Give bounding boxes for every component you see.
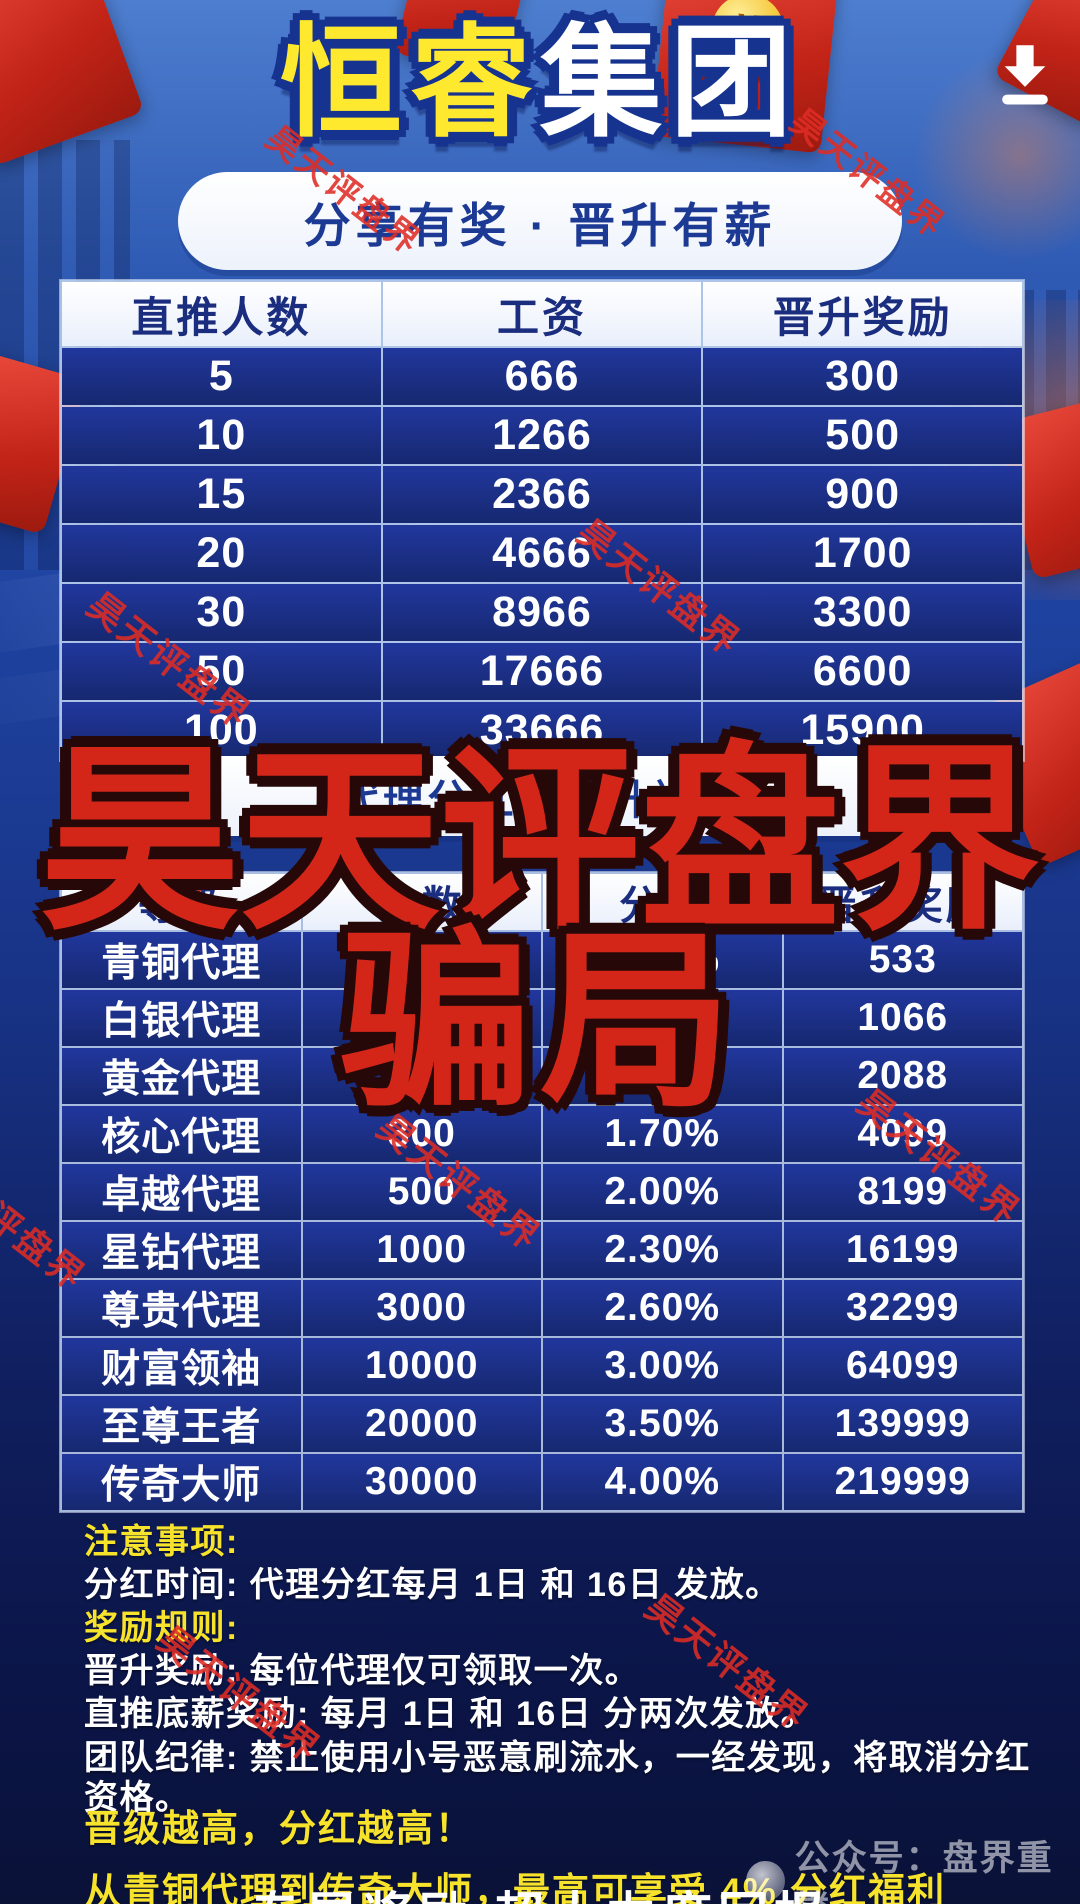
table-cell: 139999	[783, 1396, 1022, 1452]
note-line: 注意事项:	[84, 1523, 239, 1561]
table-cell: 2.30%	[543, 1222, 782, 1278]
title-part1: 恒睿	[280, 15, 540, 151]
table-cell: 500	[703, 407, 1022, 464]
note-line: 团队纪律: 禁止使用小号恶意刷流水，一经发现，将取消分红资格。	[84, 1738, 1031, 1817]
table-cell: 4.00%	[543, 1454, 782, 1510]
table-cell: 900	[703, 466, 1022, 523]
agent-dividend-table: 等级 人数 分红 晋升奖励 青铜代理 10 0.80% 533 白银代理 50 1.10% 1…	[60, 872, 1024, 1512]
table-cell: 2088	[783, 1048, 1022, 1104]
table-cell: 1.70%	[543, 1106, 782, 1162]
note-line: 奖励规则:	[84, 1609, 239, 1648]
table-cell: 100	[62, 702, 381, 759]
table-cell: 3.00%	[543, 1338, 782, 1394]
highlight-line: 晋级越高，分红越高！	[84, 1808, 474, 1849]
table-cell: 30000	[302, 1454, 541, 1510]
table-cell: 15	[62, 466, 381, 523]
table-cell: 16199	[783, 1222, 1022, 1278]
table-cell: 卓越代理	[62, 1164, 301, 1220]
column-header: 直推人数	[62, 282, 381, 346]
table-cell: 20000	[302, 1396, 541, 1452]
table-cell: 10	[62, 407, 381, 464]
column-header: 晋升奖励	[783, 874, 1022, 930]
official-account-logo	[746, 1861, 785, 1901]
account-watermark-text: 公众号：盘界重楼	[794, 1839, 1054, 1904]
table-cell: 星钻代理	[62, 1222, 301, 1278]
table-cell: 0.80%	[543, 932, 782, 988]
table-cell: 1266	[382, 407, 702, 464]
table-cell: 219999	[783, 1454, 1022, 1510]
table-cell: 3.50%	[543, 1396, 782, 1452]
table-cell: 6600	[703, 643, 1022, 700]
table-cell: 1000	[302, 1222, 541, 1278]
table-cell: 1066	[783, 990, 1022, 1046]
table-cell: 10	[302, 932, 541, 988]
referral-salary-table: 直推人数 工资 晋升奖励 5 666 300 10 1266 500 15 2366 900 20…	[60, 280, 1024, 761]
column-header: 工资	[382, 282, 702, 346]
table-cell: 500	[302, 1164, 541, 1220]
table-cell: 64099	[783, 1338, 1022, 1394]
note-line: 分红时间: 代理分红每月 1日 和 16日 发放。	[84, 1566, 781, 1605]
table-cell: 15900	[703, 702, 1022, 759]
table-cell: 32299	[783, 1280, 1022, 1336]
table-cell: 至尊王者	[62, 1396, 301, 1452]
table-cell: 533	[783, 932, 1022, 988]
title-part2: 集团	[540, 15, 800, 151]
table-cell: 5	[62, 348, 381, 405]
table-cell: 传奇大师	[62, 1454, 301, 1510]
table-cell: 50	[302, 990, 541, 1046]
table-cell: 核心代理	[62, 1106, 301, 1162]
table-cell: 4666	[382, 525, 702, 582]
account-watermark: 公众号：盘界重楼	[746, 1830, 1080, 1904]
table-cell: 300	[703, 348, 1022, 405]
highlight-section: 晋级越高，分红越高！ 从青铜代理到传奇大师，最高可享受 4% 分红福利	[84, 1798, 946, 1904]
dividend-banner: 代理分红与晋升福利	[170, 756, 910, 836]
table-cell: 2.60%	[543, 1280, 782, 1336]
table-cell: 尊贵代理	[62, 1280, 301, 1336]
table-cell: 4099	[783, 1106, 1022, 1162]
table-cell: 50	[62, 643, 381, 700]
table-cell: 1700	[703, 525, 1022, 582]
table-cell: 20	[62, 525, 381, 582]
table-cell: 1.40%	[543, 1048, 782, 1104]
table-cell: 100	[302, 1048, 541, 1104]
notes-section: 注意事项: 分红时间: 代理分红每月 1日 和 16日 发放。 奖励规则: 晋升…	[84, 1522, 1036, 1821]
table-cell: 3000	[302, 1280, 541, 1336]
big-watermark-line1: 昊天评盘界	[39, 730, 1040, 953]
subtitle-banner: 分享有奖 · 晋升有薪	[178, 172, 902, 270]
table-cell: 8966	[382, 584, 702, 641]
big-watermark-line2: 骗局	[340, 914, 740, 1129]
table-cell: 666	[382, 348, 702, 405]
bottom-clipped-text: 专属奖励 超大力度回报	[0, 1876, 1080, 1904]
table-cell: 300	[302, 1106, 541, 1162]
table-cell: 白银代理	[62, 990, 301, 1046]
table-cell: 财富领袖	[62, 1338, 301, 1394]
table-cell: 2366	[382, 466, 702, 523]
table-cell: 33666	[382, 702, 702, 759]
download-icon[interactable]	[988, 36, 1062, 110]
note-line: 直推底薪奖励: 每月 1日 和 16日 分两次发放。	[84, 1695, 817, 1734]
table-cell: 黄金代理	[62, 1048, 301, 1104]
highlight-line: 从青铜代理到传奇大师，最高可享受 4% 分红福利	[84, 1871, 947, 1904]
column-header: 分红	[543, 874, 782, 930]
table-cell: 青铜代理	[62, 932, 301, 988]
table-cell: 3300	[703, 584, 1022, 641]
table-cell: 2.00%	[543, 1164, 782, 1220]
column-header: 等级	[62, 874, 301, 930]
table-cell: 30	[62, 584, 381, 641]
table-cell: 1.10%	[543, 990, 782, 1046]
table-cell: 10000	[302, 1338, 541, 1394]
column-header: 人数	[302, 874, 541, 930]
column-header: 晋升奖励	[703, 282, 1022, 346]
page-title: 恒睿集团	[0, 16, 1080, 150]
note-line: 晋升奖励: 每位代理仅可领取一次。	[84, 1652, 641, 1691]
table-cell: 8199	[783, 1164, 1022, 1220]
table-cell: 17666	[382, 643, 702, 700]
